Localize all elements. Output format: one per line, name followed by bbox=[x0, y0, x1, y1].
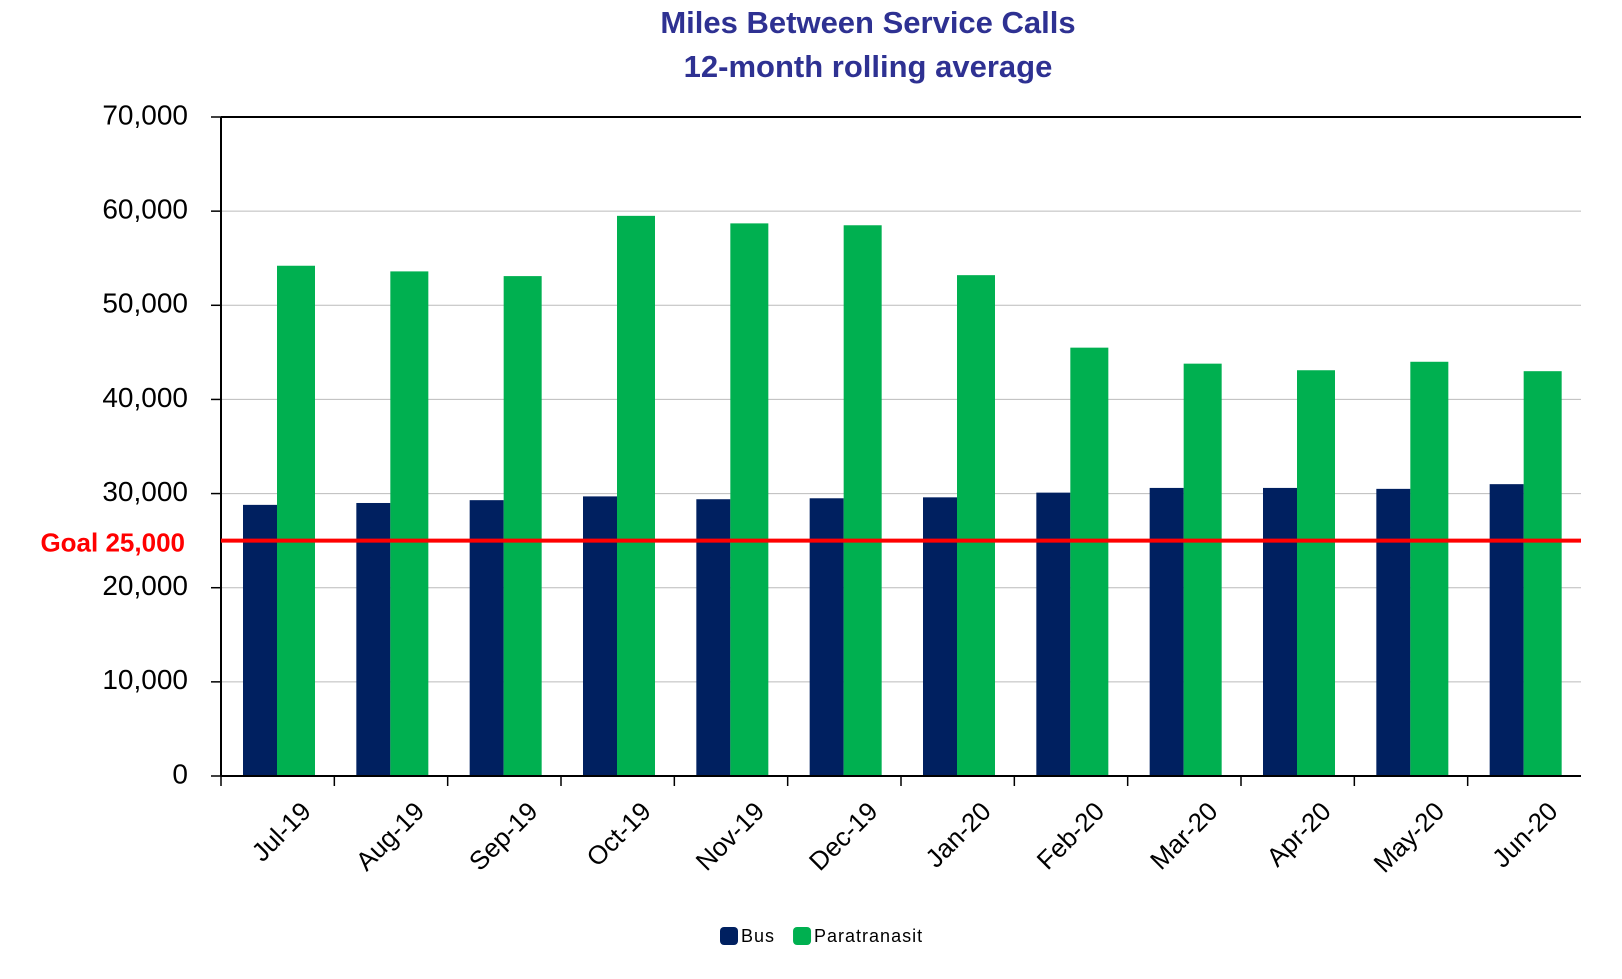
y-tick-label: 30,000 bbox=[102, 476, 188, 507]
bar bbox=[1036, 492, 1071, 776]
bar bbox=[503, 276, 542, 776]
bar bbox=[809, 498, 844, 776]
y-tick-label: 10,000 bbox=[102, 664, 188, 695]
bar bbox=[356, 502, 391, 776]
x-tick-label: Dec-19 bbox=[803, 796, 883, 876]
legend-swatch bbox=[793, 927, 812, 945]
bar bbox=[730, 223, 769, 777]
bar bbox=[1376, 488, 1411, 776]
bar bbox=[1149, 487, 1184, 776]
bar bbox=[843, 225, 882, 776]
x-tick-label: Apr-20 bbox=[1260, 796, 1336, 872]
legend-swatch bbox=[720, 927, 738, 945]
x-tick-label: Mar-20 bbox=[1144, 796, 1223, 875]
bar bbox=[1070, 347, 1109, 776]
bar bbox=[617, 215, 655, 777]
x-tick-label: Jul-19 bbox=[245, 796, 316, 867]
bar bbox=[1297, 370, 1335, 776]
x-tick-label: Oct-19 bbox=[580, 796, 656, 872]
y-tick-label: 60,000 bbox=[102, 194, 188, 225]
legend-label: Bus bbox=[741, 926, 775, 946]
x-tick-label: Feb-20 bbox=[1031, 796, 1110, 875]
x-tick-label: Jun-20 bbox=[1486, 796, 1563, 873]
x-tick-label: May-20 bbox=[1368, 796, 1451, 879]
bar bbox=[923, 497, 957, 776]
bar bbox=[957, 275, 995, 776]
bar bbox=[277, 265, 315, 776]
x-tick-label: Nov-19 bbox=[690, 796, 770, 876]
x-tick-label: Aug-19 bbox=[350, 796, 430, 876]
bar bbox=[1410, 361, 1449, 776]
bar bbox=[243, 504, 277, 776]
y-tick-label: 20,000 bbox=[102, 570, 188, 601]
x-tick-label: Sep-19 bbox=[463, 796, 543, 876]
bar bbox=[696, 499, 731, 776]
chart-subtitle: 12-month rolling average bbox=[684, 49, 1053, 84]
goal-label: Goal 25,000 bbox=[40, 528, 185, 558]
y-tick-label: 0 bbox=[172, 758, 188, 789]
bar bbox=[469, 500, 504, 776]
x-tick-label: Jan-20 bbox=[919, 796, 996, 873]
bar bbox=[1183, 363, 1222, 776]
legend-label: Paratranasit bbox=[814, 926, 923, 946]
bar bbox=[1489, 484, 1524, 776]
y-tick-label: 50,000 bbox=[102, 288, 188, 319]
bar bbox=[1523, 371, 1562, 776]
chart-title: Miles Between Service Calls bbox=[660, 5, 1075, 40]
bar bbox=[390, 271, 429, 776]
y-tick-label: 40,000 bbox=[102, 382, 188, 413]
bar bbox=[1263, 487, 1297, 776]
bar bbox=[583, 496, 617, 776]
y-tick-label: 70,000 bbox=[102, 99, 188, 130]
